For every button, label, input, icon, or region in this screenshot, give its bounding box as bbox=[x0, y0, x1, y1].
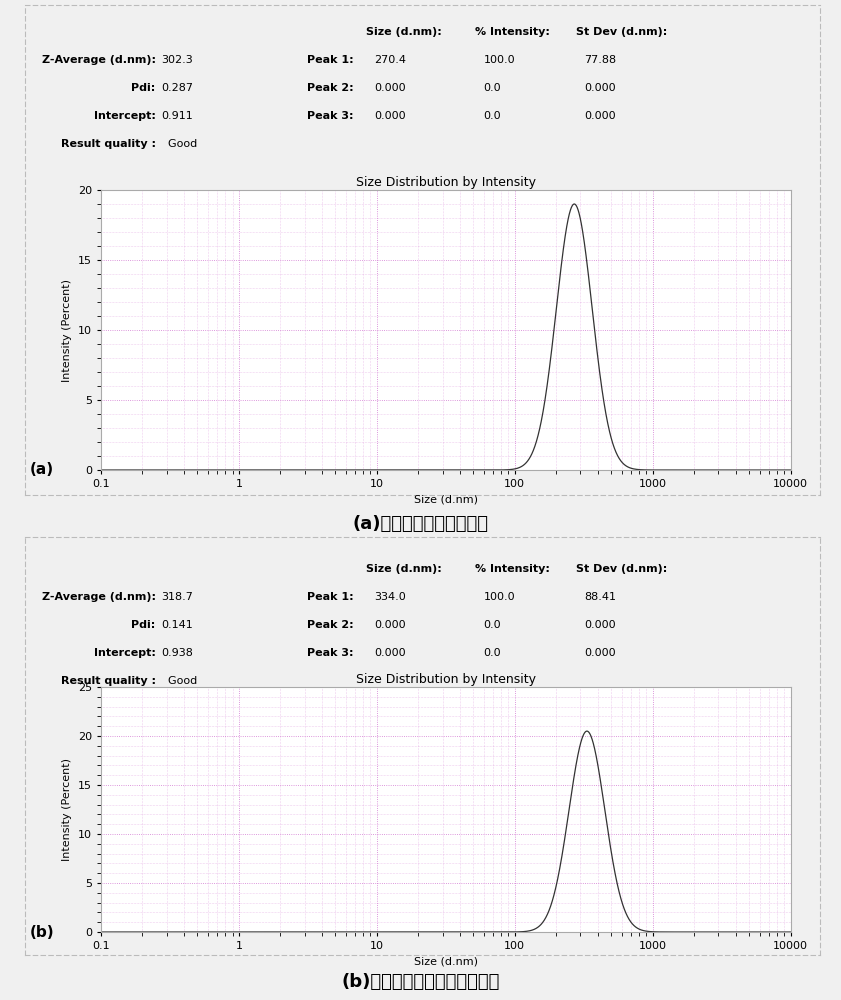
Text: 0.000: 0.000 bbox=[374, 620, 406, 630]
Text: St Dev (d.nm):: St Dev (d.nm): bbox=[576, 564, 668, 574]
Y-axis label: Intensity (Percent): Intensity (Percent) bbox=[62, 278, 72, 381]
Text: Size (d.nm):: Size (d.nm): bbox=[366, 27, 442, 37]
Text: 270.4: 270.4 bbox=[374, 55, 406, 65]
Text: 0.938: 0.938 bbox=[161, 648, 193, 658]
Text: Result quality :: Result quality : bbox=[61, 676, 156, 686]
Text: 0.0: 0.0 bbox=[484, 620, 501, 630]
X-axis label: Size (d.nm): Size (d.nm) bbox=[414, 957, 478, 967]
Text: Peak 1:: Peak 1: bbox=[307, 592, 353, 602]
Text: 0.000: 0.000 bbox=[584, 648, 616, 658]
Text: 318.7: 318.7 bbox=[161, 592, 193, 602]
Text: 0.000: 0.000 bbox=[584, 111, 616, 121]
Text: % Intensity:: % Intensity: bbox=[475, 27, 550, 37]
Y-axis label: Intensity (Percent): Intensity (Percent) bbox=[62, 758, 72, 861]
Text: Peak 2:: Peak 2: bbox=[307, 83, 353, 93]
Text: Pdi:: Pdi: bbox=[131, 620, 156, 630]
X-axis label: Size (d.nm): Size (d.nm) bbox=[414, 495, 478, 505]
Text: St Dev (d.nm):: St Dev (d.nm): bbox=[576, 27, 668, 37]
Text: 0.000: 0.000 bbox=[584, 620, 616, 630]
Text: Peak 2:: Peak 2: bbox=[307, 620, 353, 630]
Text: Intercept:: Intercept: bbox=[93, 111, 156, 121]
Text: % Intensity:: % Intensity: bbox=[475, 564, 550, 574]
Text: Size (d.nm):: Size (d.nm): bbox=[366, 564, 442, 574]
Text: Peak 3:: Peak 3: bbox=[307, 648, 353, 658]
Text: Good: Good bbox=[161, 139, 198, 149]
Text: 100.0: 100.0 bbox=[484, 55, 516, 65]
Title: Size Distribution by Intensity: Size Distribution by Intensity bbox=[356, 673, 536, 686]
Title: Size Distribution by Intensity: Size Distribution by Intensity bbox=[356, 176, 536, 189]
Text: Peak 1:: Peak 1: bbox=[307, 55, 353, 65]
Text: 0.000: 0.000 bbox=[374, 648, 406, 658]
Text: (b)：格列本脲纳米结晶喷干粉: (b)：格列本脲纳米结晶喷干粉 bbox=[341, 973, 500, 991]
Text: Pdi:: Pdi: bbox=[131, 83, 156, 93]
Text: 0.287: 0.287 bbox=[161, 83, 193, 93]
Text: 100.0: 100.0 bbox=[484, 592, 516, 602]
Text: Z-Average (d.nm):: Z-Average (d.nm): bbox=[41, 592, 156, 602]
Text: Result quality :: Result quality : bbox=[61, 139, 156, 149]
Text: 0.0: 0.0 bbox=[484, 648, 501, 658]
Text: 0.000: 0.000 bbox=[374, 83, 406, 93]
Text: 77.88: 77.88 bbox=[584, 55, 616, 65]
Text: 0.141: 0.141 bbox=[161, 620, 193, 630]
Text: Intercept:: Intercept: bbox=[93, 648, 156, 658]
Text: Z-Average (d.nm):: Z-Average (d.nm): bbox=[41, 55, 156, 65]
Text: Peak 3:: Peak 3: bbox=[307, 111, 353, 121]
Text: (a): (a) bbox=[29, 462, 54, 477]
Text: 0.000: 0.000 bbox=[584, 83, 616, 93]
Text: 0.0: 0.0 bbox=[484, 111, 501, 121]
Text: 88.41: 88.41 bbox=[584, 592, 616, 602]
Text: 0.911: 0.911 bbox=[161, 111, 193, 121]
Text: Good: Good bbox=[161, 676, 198, 686]
Text: (a)：格列本脲纳米混悬液: (a)：格列本脲纳米混悬液 bbox=[352, 515, 489, 533]
Text: 0.0: 0.0 bbox=[484, 83, 501, 93]
Text: 302.3: 302.3 bbox=[161, 55, 193, 65]
Text: (b): (b) bbox=[29, 925, 54, 940]
Text: 0.000: 0.000 bbox=[374, 111, 406, 121]
Text: 334.0: 334.0 bbox=[374, 592, 406, 602]
